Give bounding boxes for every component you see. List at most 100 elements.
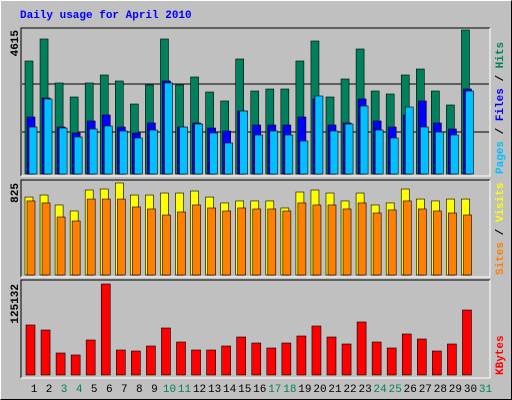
bar: [161, 327, 171, 376]
legend-entry: Visits: [495, 183, 507, 223]
bar: [40, 329, 51, 376]
bar: [162, 214, 171, 276]
panel-bevel-light: [21, 280, 491, 379]
legend-entry: Sites: [495, 242, 507, 275]
bar: [251, 342, 262, 376]
y-tick-label: 825: [10, 183, 22, 203]
legend: Pages / Files / Hits: [495, 42, 507, 174]
bar: [55, 352, 66, 376]
bar: [372, 212, 382, 276]
bar: [447, 343, 457, 376]
bar: [179, 126, 188, 175]
bar: [85, 339, 96, 376]
bar: [284, 134, 294, 175]
x-tick-label: 21: [328, 384, 342, 396]
bar: [416, 338, 427, 376]
bar: [117, 198, 126, 276]
bar: [41, 202, 51, 276]
x-tick-label: 23: [358, 384, 371, 396]
bar: [73, 136, 83, 175]
x-tick-label: 31: [479, 384, 493, 396]
bar: [26, 200, 36, 276]
bar: [386, 347, 397, 376]
bar: [266, 347, 277, 376]
bar: [404, 106, 414, 175]
x-tick-label: 5: [91, 384, 98, 396]
bar: [28, 126, 38, 175]
bar: [131, 350, 141, 376]
x-tick-label: 8: [136, 384, 143, 396]
x-tick-label: 19: [298, 384, 311, 396]
bar: [164, 82, 173, 175]
bar: [357, 202, 367, 276]
bar: [236, 336, 246, 376]
bar: [194, 123, 203, 175]
bar: [359, 105, 369, 175]
bar: [70, 354, 81, 376]
bar: [254, 134, 264, 175]
x-tick-label: 14: [223, 384, 237, 396]
bar: [462, 309, 472, 376]
legend-entry: Pages: [495, 141, 507, 174]
bar: [252, 208, 262, 276]
bar: [146, 345, 156, 376]
bar: [419, 126, 429, 175]
bar: [312, 204, 322, 276]
bar: [297, 202, 307, 276]
bar: [389, 137, 399, 175]
y-tick-label: 125132: [10, 284, 22, 324]
x-tick-label: 4: [76, 384, 83, 396]
bar: [329, 130, 339, 175]
bar: [43, 98, 53, 175]
x-tick-label: 11: [178, 384, 192, 396]
bar: [433, 210, 442, 276]
bar: [116, 349, 126, 376]
bar: [239, 110, 248, 175]
bar: [326, 336, 337, 376]
bar: [134, 137, 143, 175]
bar: [176, 341, 186, 376]
bar: [450, 134, 459, 175]
bar: [281, 342, 292, 376]
bar: [314, 95, 324, 175]
bar: [282, 210, 292, 276]
bar: [86, 198, 96, 276]
x-tick-label: 13: [208, 384, 221, 396]
x-tick-label: 6: [106, 384, 113, 396]
panel-bevel-light: [21, 180, 491, 278]
bar: [191, 349, 201, 376]
panel-bevel-dark: [20, 179, 490, 277]
bar: [207, 207, 216, 276]
bar: [371, 341, 382, 376]
bar: [224, 142, 233, 175]
legend-entry: Files: [495, 88, 507, 121]
x-tick-label: 15: [238, 384, 251, 396]
bar: [299, 140, 309, 175]
legend-entry: Hits: [495, 42, 507, 68]
bar: [101, 198, 111, 276]
x-tick-label: 29: [449, 384, 462, 396]
x-tick-label: 26: [404, 384, 417, 396]
legend-entry: KBytes: [495, 335, 507, 375]
bar: [342, 208, 352, 276]
legend-separator: /: [495, 68, 507, 88]
bar: [58, 127, 68, 175]
bar: [269, 130, 279, 175]
chart-title: Daily usage for April 2010: [20, 10, 192, 22]
bar: [267, 208, 277, 276]
bar: [465, 90, 474, 175]
bar: [147, 208, 156, 276]
bar: [177, 211, 186, 276]
bar: [222, 210, 231, 276]
bar: [374, 129, 384, 175]
legend-separator: /: [495, 121, 507, 141]
bar: [401, 333, 412, 376]
x-tick-label: 16: [253, 384, 266, 396]
x-tick-label: 24: [374, 384, 388, 396]
x-tick-label: 17: [268, 384, 281, 396]
x-tick-label: 30: [464, 384, 477, 396]
panel-bevel-dark: [20, 27, 490, 176]
bar: [100, 283, 111, 376]
bar: [132, 206, 141, 276]
x-tick-label: 25: [389, 384, 402, 396]
